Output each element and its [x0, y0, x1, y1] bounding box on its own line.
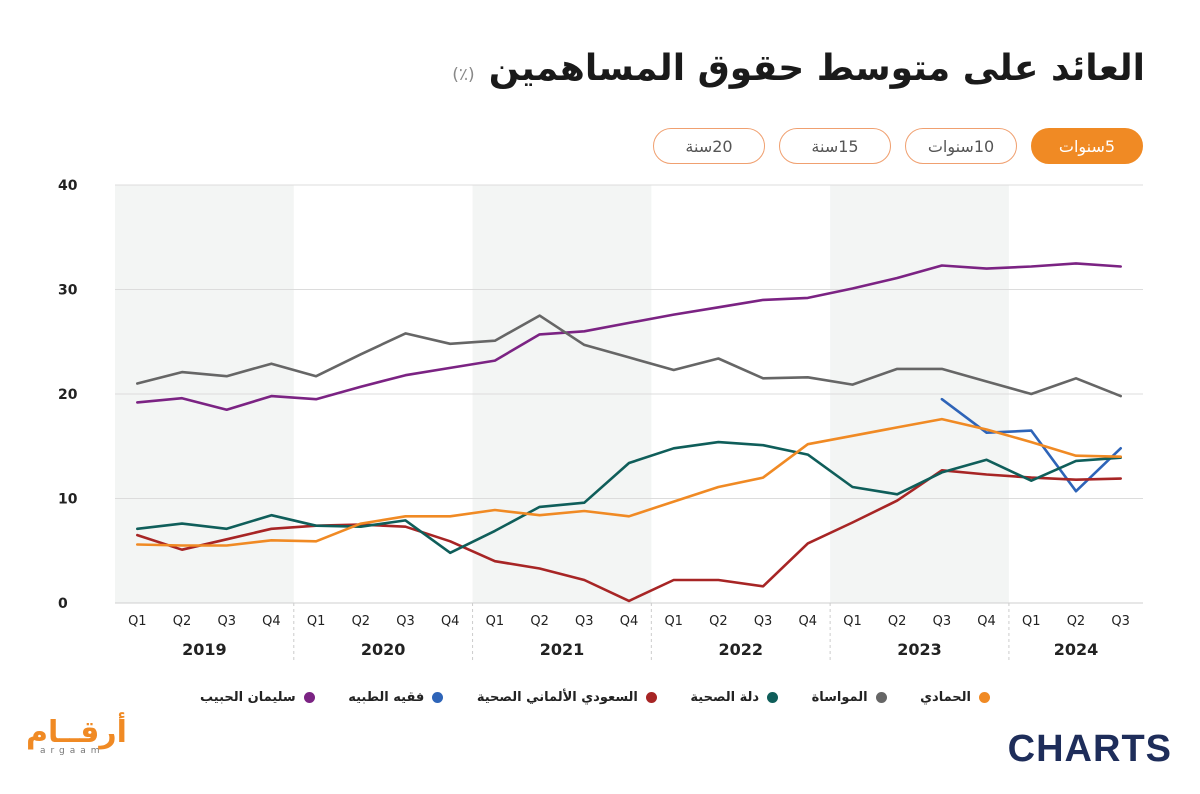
charts-logo: CHARTS [1007, 728, 1172, 770]
x-tick-label: Q2 [709, 614, 728, 629]
year-label: 2019 [182, 640, 227, 659]
period-tabs: 5سنوات 10سنوات 15سنة 20سنة [653, 128, 1143, 164]
x-tick-label: Q2 [173, 614, 192, 629]
series-line-2 [136, 469, 1122, 603]
tab-10-years[interactable]: 10سنوات [905, 128, 1017, 164]
legend-label: دلة الصحية [690, 690, 760, 705]
x-tick-label: Q1 [1022, 614, 1041, 629]
x-tick-label: Q1 [128, 614, 147, 629]
series-line-3 [136, 440, 1122, 555]
year-label: 2021 [540, 640, 585, 659]
legend-label: الحمادي [920, 690, 971, 705]
x-tick-label: Q2 [352, 614, 371, 629]
x-tick-label: Q1 [486, 614, 505, 629]
chart-legend: الحمادي المواساة دلة الصحية السعودي الأل… [200, 690, 990, 705]
x-tick-label: Q3 [396, 614, 415, 629]
x-tick-label: Q2 [888, 614, 907, 629]
x-tick-label: Q4 [620, 614, 639, 629]
argaam-logo-arabic: أرقــام [26, 715, 127, 750]
y-tick-label: 0 [58, 596, 68, 612]
legend-label: سليمان الحبيب [200, 690, 296, 705]
x-tick-label: Q4 [262, 614, 281, 629]
argaam-logo-latin: argaam [40, 746, 105, 756]
legend-item-dallah[interactable]: دلة الصحية [690, 690, 779, 705]
tab-20-years[interactable]: 20سنة [653, 128, 765, 164]
legend-item-fakeeh[interactable]: فقيه الطبيه [348, 690, 444, 705]
legend-item-alhammadi[interactable]: الحمادي [920, 690, 990, 705]
x-tick-label: Q1 [843, 614, 862, 629]
year-label: 2022 [718, 640, 763, 659]
legend-swatch [432, 692, 444, 703]
legend-item-saudi-german[interactable]: السعودي الألماني الصحية [477, 690, 657, 705]
line-chart: 0 10 20 30 40 Q1 Q2 Q3 Q4 Q1 Q2 Q3 Q4 Q1 Q2 Q3 Q4 Q1 Q2 Q3 Q… [58, 178, 1143, 661]
series-line-4 [136, 314, 1122, 398]
y-tick-label: 30 [58, 283, 78, 299]
x-tick-label: Q4 [977, 614, 996, 629]
x-tick-label: Q3 [217, 614, 236, 629]
title-row: العائد على متوسط حقوق المساهمين (٪) [452, 48, 1145, 89]
series-line-0 [136, 262, 1122, 411]
tab-15-years[interactable]: 15سنة [779, 128, 891, 164]
legend-label: السعودي الألماني الصحية [476, 690, 638, 705]
x-tick-label: Q3 [575, 614, 594, 629]
x-tick-label: Q4 [441, 614, 460, 629]
x-tick-label: Q2 [530, 614, 549, 629]
x-tick-label: Q3 [1111, 614, 1130, 629]
argaam-logo: أرقــام argaam [26, 715, 127, 756]
x-tick-label: Q1 [664, 614, 683, 629]
year-label: 2024 [1054, 640, 1099, 659]
legend-swatch [303, 692, 315, 703]
year-label: 2023 [897, 640, 942, 659]
unit-label: (٪) [452, 65, 475, 85]
year-label: 2020 [361, 640, 406, 659]
series-line-5 [136, 417, 1122, 547]
legend-swatch [767, 692, 779, 703]
tab-5-years[interactable]: 5سنوات [1031, 128, 1143, 164]
y-tick-label: 10 [58, 492, 78, 508]
legend-label: فقيه الطبيه [348, 690, 425, 705]
x-tick-label: Q3 [754, 614, 773, 629]
legend-item-sulaiman-alhabib[interactable]: سليمان الحبيب [200, 690, 315, 705]
y-tick-label: 40 [58, 178, 78, 194]
legend-label: المواساة [811, 690, 868, 705]
x-tick-label: Q2 [1067, 614, 1086, 629]
x-tick-label: Q3 [933, 614, 952, 629]
legend-swatch [875, 692, 887, 703]
y-tick-label: 20 [58, 387, 78, 403]
page-title: العائد على متوسط حقوق المساهمين [488, 48, 1145, 89]
legend-item-mouwasat[interactable]: المواساة [812, 690, 887, 705]
legend-swatch [645, 692, 657, 703]
x-tick-label: Q1 [307, 614, 326, 629]
series-line-1 [940, 397, 1122, 493]
x-tick-label: Q4 [799, 614, 818, 629]
legend-swatch [979, 692, 990, 703]
